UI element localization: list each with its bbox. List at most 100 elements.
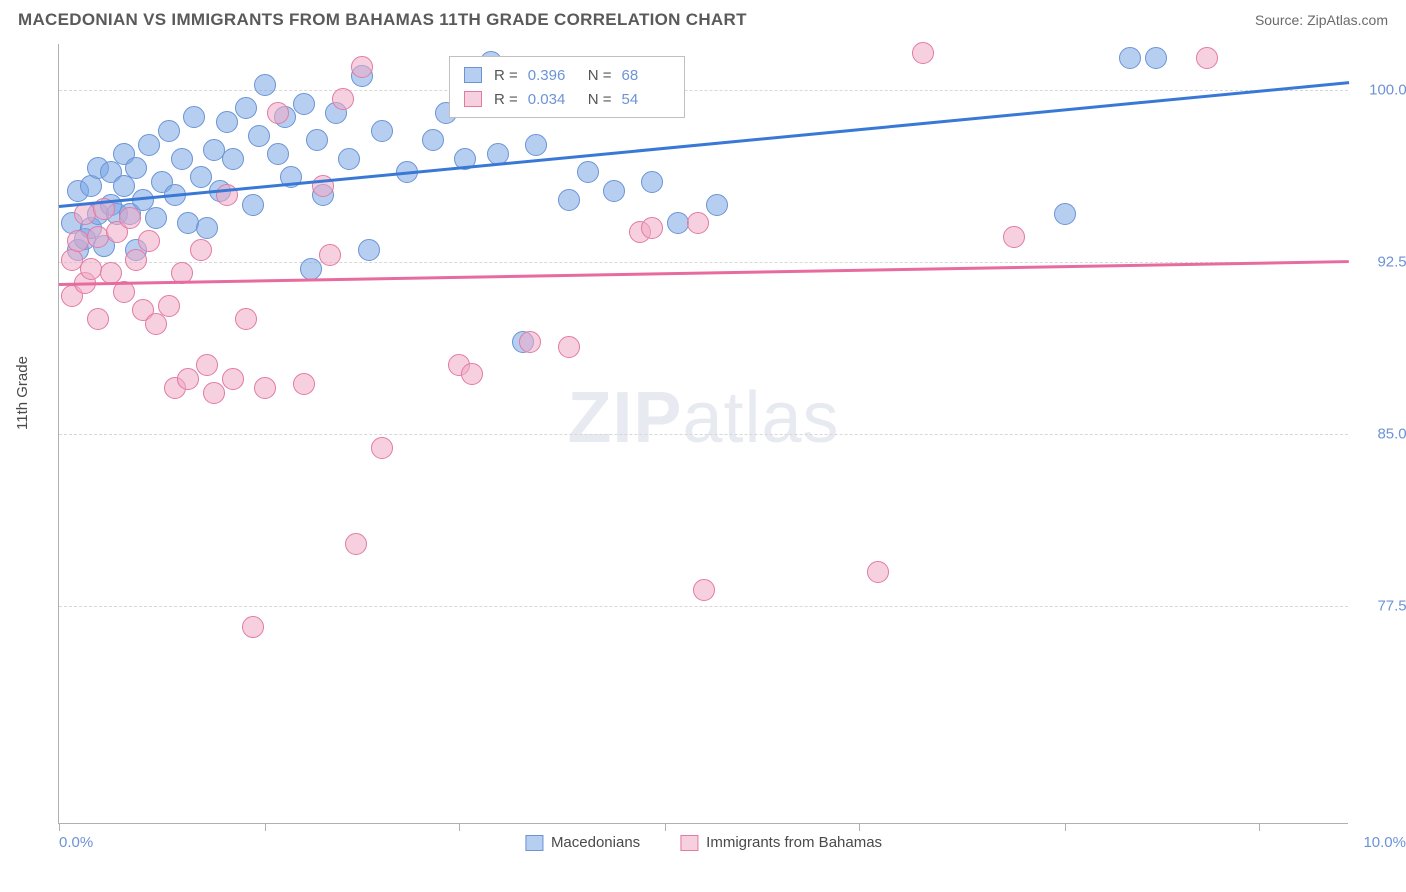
series-label: Immigrants from Bahamas bbox=[706, 834, 882, 851]
y-axis-label: 11th Grade bbox=[14, 356, 31, 430]
stats-legend-row: R = 0.034 N = 54 bbox=[464, 87, 670, 111]
scatter-point bbox=[203, 382, 225, 404]
scatter-point bbox=[693, 579, 715, 601]
scatter-point bbox=[87, 308, 109, 330]
source-label: Source: ZipAtlas.com bbox=[1255, 12, 1388, 28]
scatter-point bbox=[254, 74, 276, 96]
scatter-point bbox=[196, 217, 218, 239]
scatter-point bbox=[332, 88, 354, 110]
series-label: Macedonians bbox=[551, 834, 640, 851]
legend-swatch bbox=[464, 91, 482, 107]
series-legend-item: Immigrants from Bahamas bbox=[680, 834, 882, 851]
scatter-point bbox=[158, 120, 180, 142]
scatter-point bbox=[371, 120, 393, 142]
scatter-point bbox=[338, 148, 360, 170]
scatter-point bbox=[351, 56, 373, 78]
y-tick-label: 85.0% bbox=[1377, 426, 1406, 443]
stats-legend: R =0.396N =68R =0.034N =54 bbox=[449, 56, 685, 118]
scatter-point bbox=[196, 354, 218, 376]
x-tick bbox=[265, 823, 266, 831]
x-tick bbox=[1065, 823, 1066, 831]
scatter-point bbox=[1054, 203, 1076, 225]
n-value: 54 bbox=[622, 91, 670, 108]
n-value: 68 bbox=[622, 67, 670, 84]
scatter-point bbox=[216, 111, 238, 133]
scatter-point bbox=[358, 239, 380, 261]
scatter-point bbox=[687, 212, 709, 234]
scatter-point bbox=[158, 295, 180, 317]
scatter-point bbox=[177, 368, 199, 390]
trend-line bbox=[59, 260, 1349, 285]
scatter-point bbox=[558, 189, 580, 211]
legend-swatch bbox=[464, 67, 482, 83]
gridline bbox=[59, 434, 1348, 435]
chart-title: MACEDONIAN VS IMMIGRANTS FROM BAHAMAS 11… bbox=[18, 10, 747, 30]
scatter-point bbox=[577, 161, 599, 183]
scatter-point bbox=[235, 308, 257, 330]
scatter-point bbox=[461, 363, 483, 385]
scatter-point bbox=[1119, 47, 1141, 69]
gridline bbox=[59, 606, 1348, 607]
scatter-point bbox=[119, 207, 141, 229]
scatter-point bbox=[242, 194, 264, 216]
scatter-point bbox=[1003, 226, 1025, 248]
x-tick bbox=[59, 823, 60, 831]
scatter-point bbox=[371, 437, 393, 459]
stats-legend-row: R =0.396N =68 bbox=[464, 63, 670, 87]
scatter-point bbox=[641, 171, 663, 193]
scatter-point bbox=[293, 373, 315, 395]
scatter-point bbox=[641, 217, 663, 239]
scatter-point bbox=[80, 258, 102, 280]
scatter-point bbox=[190, 239, 212, 261]
scatter-point bbox=[183, 106, 205, 128]
scatter-point bbox=[138, 134, 160, 156]
y-tick-label: 92.5% bbox=[1377, 253, 1406, 270]
y-tick-label: 100.0% bbox=[1369, 81, 1406, 98]
x-tick bbox=[1259, 823, 1260, 831]
scatter-point bbox=[293, 93, 315, 115]
scatter-point bbox=[138, 230, 160, 252]
gridline bbox=[59, 90, 1348, 91]
scatter-point bbox=[267, 102, 289, 124]
scatter-point bbox=[145, 207, 167, 229]
x-tick bbox=[859, 823, 860, 831]
scatter-point bbox=[422, 129, 444, 151]
scatter-point bbox=[171, 148, 193, 170]
series-legend: Macedonians Immigrants from Bahamas bbox=[525, 834, 882, 851]
scatter-point bbox=[222, 148, 244, 170]
chart-plot-area: ZIPatlas 77.5%85.0%92.5%100.0%0.0%10.0%R… bbox=[58, 44, 1348, 824]
scatter-point bbox=[300, 258, 322, 280]
scatter-point bbox=[222, 368, 244, 390]
scatter-point bbox=[1196, 47, 1218, 69]
legend-swatch bbox=[680, 835, 698, 851]
x-axis-max-label: 10.0% bbox=[1363, 834, 1406, 851]
x-tick bbox=[665, 823, 666, 831]
scatter-point bbox=[1145, 47, 1167, 69]
scatter-point bbox=[306, 129, 328, 151]
x-axis-min-label: 0.0% bbox=[59, 834, 93, 851]
x-tick bbox=[459, 823, 460, 831]
r-label: R = bbox=[494, 91, 518, 108]
scatter-point bbox=[248, 125, 270, 147]
scatter-point bbox=[145, 313, 167, 335]
scatter-point bbox=[558, 336, 580, 358]
watermark: ZIPatlas bbox=[567, 377, 839, 459]
r-value: 0.034 bbox=[528, 91, 576, 108]
scatter-point bbox=[267, 143, 289, 165]
scatter-point bbox=[125, 249, 147, 271]
legend-swatch bbox=[525, 835, 543, 851]
scatter-point bbox=[867, 561, 889, 583]
series-legend-item: Macedonians bbox=[525, 834, 640, 851]
scatter-point bbox=[345, 533, 367, 555]
scatter-point bbox=[319, 244, 341, 266]
scatter-point bbox=[519, 331, 541, 353]
scatter-point bbox=[254, 377, 276, 399]
scatter-point bbox=[235, 97, 257, 119]
scatter-point bbox=[177, 212, 199, 234]
n-label: N = bbox=[588, 91, 612, 108]
y-tick-label: 77.5% bbox=[1377, 598, 1406, 615]
r-label: R = bbox=[494, 67, 518, 84]
scatter-point bbox=[706, 194, 728, 216]
scatter-point bbox=[190, 166, 212, 188]
scatter-point bbox=[912, 42, 934, 64]
